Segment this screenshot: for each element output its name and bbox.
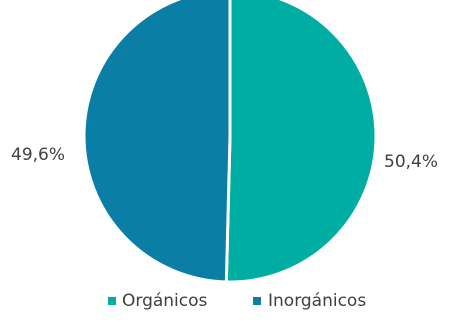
- pie-slices: [82, 0, 378, 284]
- pie-slice-inorganicos: [82, 0, 232, 284]
- data-label-organicos: 50,4%: [384, 152, 438, 172]
- legend-swatch-inorganicos: [253, 297, 261, 305]
- data-label-inorganicos: 49,6%: [11, 145, 65, 165]
- pie-slice-organicos: [224, 0, 378, 284]
- legend: Orgánicos Inorgánicos: [108, 291, 366, 311]
- legend-label-inorganicos: Inorgánicos: [268, 291, 366, 311]
- legend-label-organicos: Orgánicos: [122, 291, 208, 311]
- legend-swatch-organicos: [108, 297, 116, 305]
